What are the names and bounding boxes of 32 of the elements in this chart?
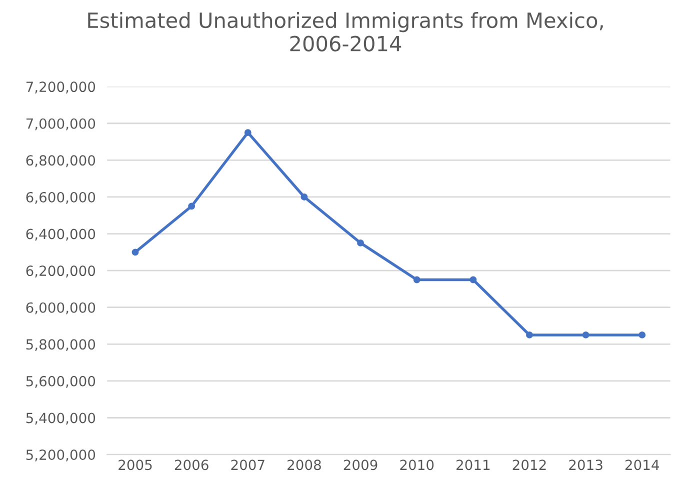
y-tick-label: 7,200,000 [26, 82, 96, 94]
point [188, 202, 196, 210]
chart-title: Estimated Unauthorized Immigrants from Mexico, 2006-2014 [88, 12, 603, 52]
x-tick-label: 2009 [344, 460, 378, 470]
y-tick-label: 6,400,000 [26, 228, 96, 241]
x-tick-label: 2010 [400, 460, 434, 470]
x-tick-label: 2008 [288, 460, 321, 470]
y-tick-label: 5,200,000 [26, 450, 96, 462]
point [470, 276, 477, 284]
point [638, 331, 646, 338]
y-tick-label: 6,800,000 [26, 155, 96, 168]
x-tick-label: 2013 [569, 460, 602, 470]
x-tick-label: 2007 [231, 460, 264, 470]
x-tick-label: 2006 [174, 460, 208, 470]
x-tick-label: 2014 [625, 460, 660, 470]
y-tick-label: 6,000,000 [26, 302, 96, 314]
point [357, 239, 364, 246]
x-tick-label: 2011 [456, 460, 490, 470]
y-tick-label: 5,400,000 [26, 412, 96, 425]
point [244, 129, 252, 136]
x-tick-label: 2005 [118, 460, 152, 470]
point [300, 193, 308, 200]
point [132, 248, 139, 256]
point [582, 331, 590, 338]
x-tick-label: 2012 [512, 460, 546, 470]
point [413, 276, 420, 284]
y-tick-label: 6,600,000 [26, 192, 96, 204]
point [526, 331, 533, 338]
y-tick-label: 5,600,000 [26, 376, 96, 388]
y-tick-label: 6,200,000 [26, 266, 96, 278]
y-tick-label: 7,000,000 [26, 118, 96, 130]
y-tick-label: 5,800,000 [26, 339, 96, 352]
